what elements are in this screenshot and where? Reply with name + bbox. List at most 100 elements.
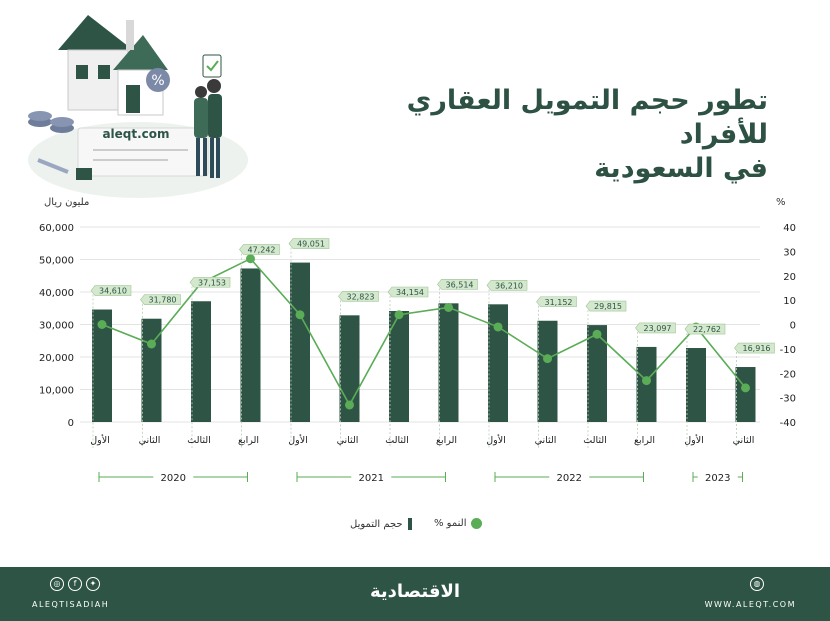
x-category-label: الرابع bbox=[238, 435, 259, 446]
bar-value-label-bg bbox=[288, 238, 330, 249]
brand-logo-text: الاقتصادية bbox=[369, 581, 461, 602]
left-axis-tick-label: 60,000 bbox=[39, 223, 74, 234]
bar-value-labels: 34,610 31,780 37,153 47,242 49,051 32,823 34,1… bbox=[90, 238, 775, 448]
x-category-label: الأول bbox=[90, 434, 110, 446]
bar-value-label-bg bbox=[437, 279, 478, 290]
facebook-icon[interactable]: f bbox=[68, 577, 82, 591]
right-axis-unit: % bbox=[776, 197, 786, 208]
growth-point bbox=[444, 302, 453, 312]
mortgage-chart: 0 10,000 20,000 30,000 40,000 50,000 60,000 -4… bbox=[39, 223, 796, 484]
year-label-bg bbox=[697, 470, 738, 484]
growth-point bbox=[741, 383, 750, 393]
bar-value-label: 49,051 bbox=[288, 238, 330, 249]
year-label-bg bbox=[153, 470, 194, 484]
x-category-label: الثالث bbox=[187, 435, 211, 446]
bar-value-label: 23,097 bbox=[635, 322, 676, 334]
bar-value-label-bg bbox=[140, 294, 181, 306]
year-group: 2023 bbox=[692, 470, 743, 484]
bar-value-label: 34,154 bbox=[387, 286, 429, 298]
x-category-label: الثاني bbox=[337, 435, 359, 446]
bar-value-label-bg bbox=[536, 296, 577, 308]
bar-value-label: 37,153 bbox=[189, 276, 231, 288]
globe-icon[interactable]: ◍ bbox=[750, 577, 764, 591]
x-category-label: الثالث bbox=[583, 435, 607, 446]
left-axis-tick-label: 0 bbox=[68, 418, 74, 429]
bar bbox=[92, 309, 112, 422]
left-axis-tick-label: 20,000 bbox=[39, 353, 74, 364]
left-axis-tick-label: 40,000 bbox=[39, 288, 74, 299]
right-axis-tick-label: -10 bbox=[780, 345, 796, 356]
growth-point bbox=[592, 329, 602, 339]
left-axis-tick-label: 50,000 bbox=[39, 256, 74, 267]
year-label: 2021 bbox=[359, 473, 384, 484]
year-group: 2022 bbox=[494, 470, 644, 484]
bar-value-label-bg bbox=[90, 285, 132, 296]
x-category-label: الأول bbox=[684, 434, 704, 446]
right-axis-tick-label: 30 bbox=[783, 247, 796, 258]
bar-value-text: 22,762 bbox=[693, 325, 721, 334]
year-group: 2021 bbox=[296, 470, 446, 484]
bar-value-label-bg bbox=[239, 244, 280, 255]
bar bbox=[290, 262, 310, 422]
right-axis-tick-label: 10 bbox=[783, 296, 796, 307]
growth-point bbox=[345, 400, 354, 410]
bar-value-label: 34,610 bbox=[90, 285, 132, 296]
growth-point bbox=[493, 322, 503, 332]
website-link[interactable]: WWW.ALEQT.COM bbox=[704, 600, 796, 609]
x-category-label: الأول bbox=[288, 434, 308, 446]
instagram-icon[interactable]: ◎ bbox=[50, 577, 64, 591]
bar-value-text: 49,051 bbox=[297, 240, 325, 249]
x-category-label: الأول bbox=[486, 434, 506, 446]
right-axis-tick-label: -30 bbox=[780, 394, 796, 405]
growth-point bbox=[97, 320, 107, 329]
bar-value-label: 16,916 bbox=[734, 342, 775, 354]
bar-value-text: 37,153 bbox=[198, 278, 226, 287]
bar-value-label-bg bbox=[189, 276, 231, 288]
bar-value-label-bg bbox=[734, 342, 775, 354]
bar-value-text: 32,823 bbox=[347, 292, 375, 301]
x-category-label: الثالث bbox=[385, 435, 409, 446]
year-groups: 2020 2021 2022 2023 bbox=[98, 470, 743, 484]
year-label-bg bbox=[351, 470, 392, 484]
bar-series bbox=[92, 262, 756, 422]
bar-value-label-bg bbox=[387, 286, 429, 298]
bar bbox=[488, 304, 508, 422]
bar-value-label: 36,514 bbox=[437, 279, 478, 290]
bar bbox=[141, 318, 162, 422]
bar-value-text: 36,210 bbox=[495, 281, 523, 290]
growth-point bbox=[246, 254, 255, 264]
legend-line-label: النمو % bbox=[434, 518, 467, 529]
svg-text:%: % bbox=[151, 73, 164, 89]
bar-value-text: 36,514 bbox=[446, 280, 474, 289]
legend-item-line: النمو % bbox=[434, 518, 483, 529]
bar bbox=[240, 268, 261, 422]
left-axis-tick-label: 10,000 bbox=[39, 386, 74, 397]
bar-value-label: 31,152 bbox=[536, 296, 577, 308]
right-axis-ticks: -40 -30 -20 -10 0 10 20 30 40 bbox=[780, 223, 796, 429]
bar bbox=[389, 310, 409, 422]
bar-value-label-bg bbox=[338, 291, 379, 302]
logo-text: aleqt.com bbox=[102, 127, 169, 141]
bar-value-label: 47,242 bbox=[239, 244, 280, 255]
bar bbox=[191, 301, 211, 422]
bar-value-label: 32,823 bbox=[338, 291, 379, 302]
bar-value-text: 34,610 bbox=[99, 287, 127, 296]
growth-point bbox=[295, 310, 305, 320]
x-category-label: الرابع bbox=[634, 435, 655, 446]
right-axis-tick-label: -40 bbox=[780, 418, 796, 429]
bar-value-label-bg bbox=[684, 323, 726, 335]
bar-value-label: 22,762 bbox=[684, 323, 726, 335]
bar-value-label: 36,210 bbox=[486, 280, 528, 291]
legend-bar-swatch bbox=[407, 518, 412, 530]
year-label: 2023 bbox=[705, 473, 730, 484]
left-axis-unit: مليون ريال bbox=[44, 197, 90, 208]
bar bbox=[438, 303, 459, 422]
social-handle[interactable]: ALEQTISADIAH bbox=[32, 600, 110, 609]
bar bbox=[735, 367, 756, 422]
twitter-icon[interactable]: ✦ bbox=[86, 577, 100, 591]
right-axis-tick-label: 40 bbox=[783, 223, 796, 234]
bar-value-text: 34,154 bbox=[396, 288, 424, 297]
right-axis-tick-label: -20 bbox=[780, 369, 796, 380]
bar-value-label-bg bbox=[635, 322, 676, 334]
x-axis-categories: الأول الثاني الثالث الرابع الأول الثاني الثالث… bbox=[90, 434, 754, 446]
